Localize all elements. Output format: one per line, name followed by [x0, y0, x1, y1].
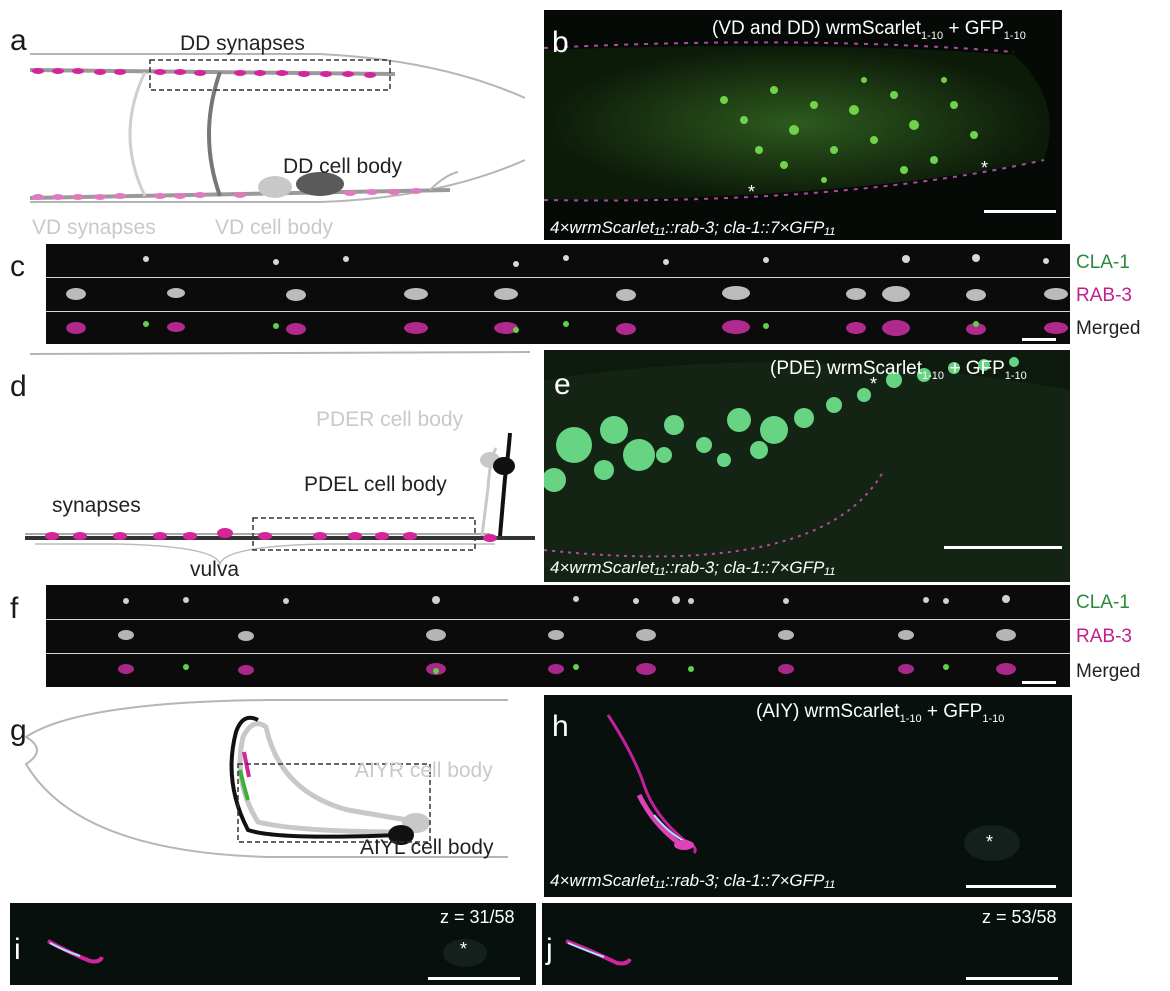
panel-d-schematic — [25, 351, 535, 567]
vulva-label: vulva — [190, 558, 240, 581]
panel-j-scale-bar — [966, 977, 1058, 980]
panel-i-scale-bar — [428, 977, 520, 980]
panel-b-star-2: * — [981, 158, 989, 178]
panel-g-label: g — [10, 714, 27, 747]
panel-b-scale-bar — [984, 210, 1056, 213]
panel-e-title: (PDE) wrmScarlet1-10 + GFP1-10 — [770, 358, 1027, 382]
pdel-cell-body-label: PDEL cell body — [304, 473, 447, 496]
panel-h-star: * — [986, 832, 994, 852]
panel-f-strips — [46, 585, 1070, 687]
panel-h-scale-bar — [966, 885, 1056, 888]
panel-h-label: h — [552, 710, 569, 743]
panel-i-micrograph: z = 31/58 * — [10, 903, 536, 985]
panel-h-genotype: 4×wrmScarlet₁₁::rab-3; cla-1::7×GFP₁₁ — [550, 871, 836, 890]
panel-f-scale-bar — [1022, 681, 1056, 684]
panel-e-scale-bar — [944, 546, 1062, 549]
aiyr-cell-body-label: AIYR cell body — [355, 759, 493, 782]
panel-f-separator-2 — [46, 653, 1070, 654]
panel-c-channel-rab3: RAB-3 — [1076, 285, 1132, 306]
panel-b-label: b — [552, 26, 569, 59]
synapses-label: synapses — [52, 494, 141, 517]
panel-e-label: e — [554, 368, 571, 401]
panel-c-strips — [46, 244, 1070, 344]
panel-h-title: (AIY) wrmScarlet1-10 + GFP1-10 — [756, 701, 1005, 725]
panel-a-label: a — [10, 24, 27, 57]
panel-e-genotype: 4×wrmScarlet₁₁::rab-3; cla-1::7×GFP₁₁ — [550, 558, 836, 577]
panel-i-star: * — [460, 939, 468, 959]
panel-i-label: i — [14, 933, 21, 966]
panel-j-micrograph: z = 53/58 — [542, 903, 1072, 985]
panel-f-label: f — [10, 592, 19, 625]
panel-g-schematic — [24, 699, 508, 858]
panel-h-micrograph: (AIY) wrmScarlet1-10 + GFP1-10 * 4×wrmSc… — [544, 695, 1072, 897]
panel-c-channel-cla1: CLA-1 — [1076, 252, 1130, 273]
panel-f-channel-cla1: CLA-1 — [1076, 592, 1130, 613]
panel-f-channel-merged: Merged — [1076, 661, 1141, 682]
panel-c-channel-merged: Merged — [1076, 318, 1141, 339]
panel-a-schematic — [29, 53, 526, 203]
panel-d-label: d — [10, 370, 27, 403]
panel-b-genotype: 4×wrmScarlet₁₁::rab-3; cla-1::7×GFP₁₁ — [550, 218, 836, 237]
panel-f-separator-1 — [46, 619, 1070, 620]
panel-j-z-slice: z = 53/58 — [982, 907, 1057, 927]
vd-synapses-label: VD synapses — [32, 216, 156, 239]
panel-e-star: * — [870, 374, 878, 394]
panel-e-micrograph: (PDE) wrmScarlet1-10 + GFP1-10 * 4×wrmSc… — [544, 350, 1070, 582]
panel-b-star-1: * — [748, 182, 756, 202]
vd-cell-body-label: VD cell body — [215, 216, 333, 239]
panel-i-z-slice: z = 31/58 — [440, 907, 515, 927]
dd-cell-body-label: DD cell body — [283, 155, 403, 178]
panel-b-micrograph: (VD and DD) wrmScarlet1-10 + GFP1-10 * *… — [544, 10, 1062, 240]
aiyl-cell-body-label: AIYL cell body — [360, 836, 494, 859]
panel-j-label: j — [546, 933, 553, 966]
dd-synapses-label: DD synapses — [180, 32, 305, 55]
pder-cell-body-label: PDER cell body — [316, 408, 464, 431]
panel-c-label: c — [10, 250, 25, 283]
panel-c-scale-bar — [1022, 338, 1056, 341]
panel-c-separator-2 — [46, 311, 1070, 312]
panel-c-separator-1 — [46, 277, 1070, 278]
panel-f-channel-rab3: RAB-3 — [1076, 626, 1132, 647]
panel-b-title: (VD and DD) wrmScarlet1-10 + GFP1-10 — [712, 18, 1026, 42]
